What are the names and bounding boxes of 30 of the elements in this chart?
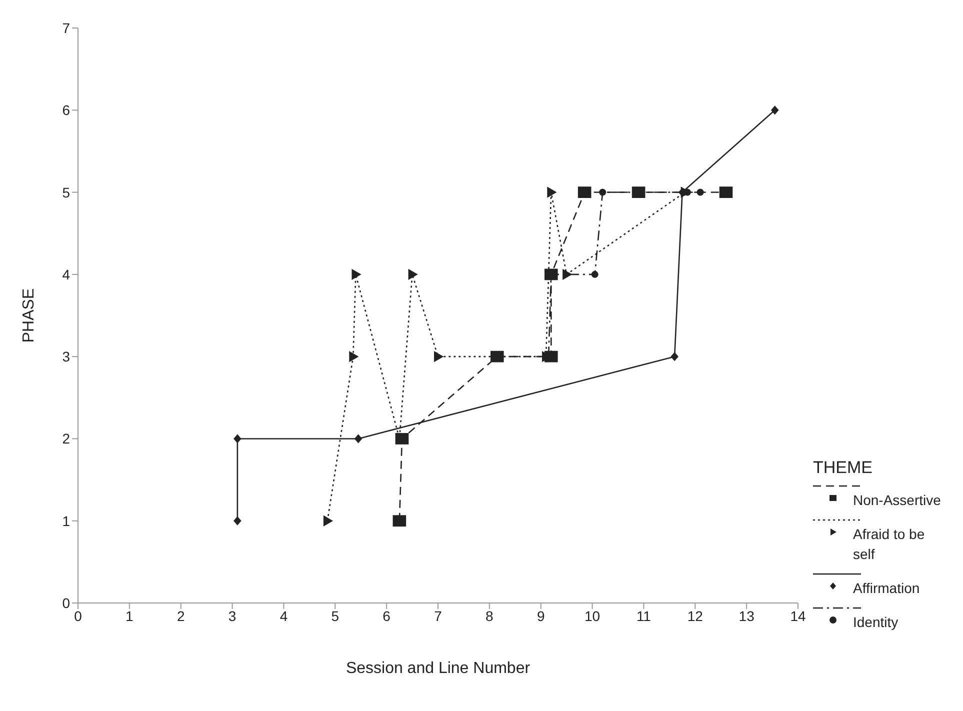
x-tick-label: 5	[331, 608, 340, 624]
legend-label: Identity	[853, 613, 900, 632]
x-tick-label: 6	[382, 608, 391, 624]
x-tick-label: 9	[536, 608, 545, 624]
x-tick-label: 8	[486, 608, 494, 624]
y-tick-label: 0	[62, 594, 70, 611]
y-axis-title: PHASE	[20, 288, 38, 343]
legend-label: Afraid to be self	[853, 525, 926, 564]
legend-label: Non-Assertive	[853, 491, 942, 510]
x-tick-label: 4	[280, 608, 288, 624]
x-tick-label: 1	[126, 608, 134, 624]
x-tick-label: 11	[636, 608, 652, 624]
x-tick-label: 7	[434, 608, 442, 624]
x-tick-label: 13	[738, 608, 755, 624]
y-tick-label: 6	[62, 102, 70, 118]
y-tick-label: 3	[62, 348, 70, 365]
x-tick-label: 2	[176, 608, 185, 624]
y-tick-label: 1	[62, 512, 70, 529]
legend-label: Affirmation	[853, 579, 921, 598]
y-tick-label: 5	[62, 184, 70, 200]
y-tick-label: 7	[62, 20, 70, 36]
x-tick-label: 10	[584, 608, 600, 624]
y-tick-label: 4	[62, 266, 70, 282]
y-tick-label: 2	[62, 430, 70, 447]
x-axis-title: Session and Line Number	[346, 660, 531, 677]
legend-title: THEME	[813, 458, 874, 478]
x-tick-label: 12	[687, 608, 704, 624]
x-tick-label: 0	[74, 608, 82, 624]
x-tick-label: 14	[790, 608, 806, 624]
x-tick-label: 3	[228, 608, 236, 624]
